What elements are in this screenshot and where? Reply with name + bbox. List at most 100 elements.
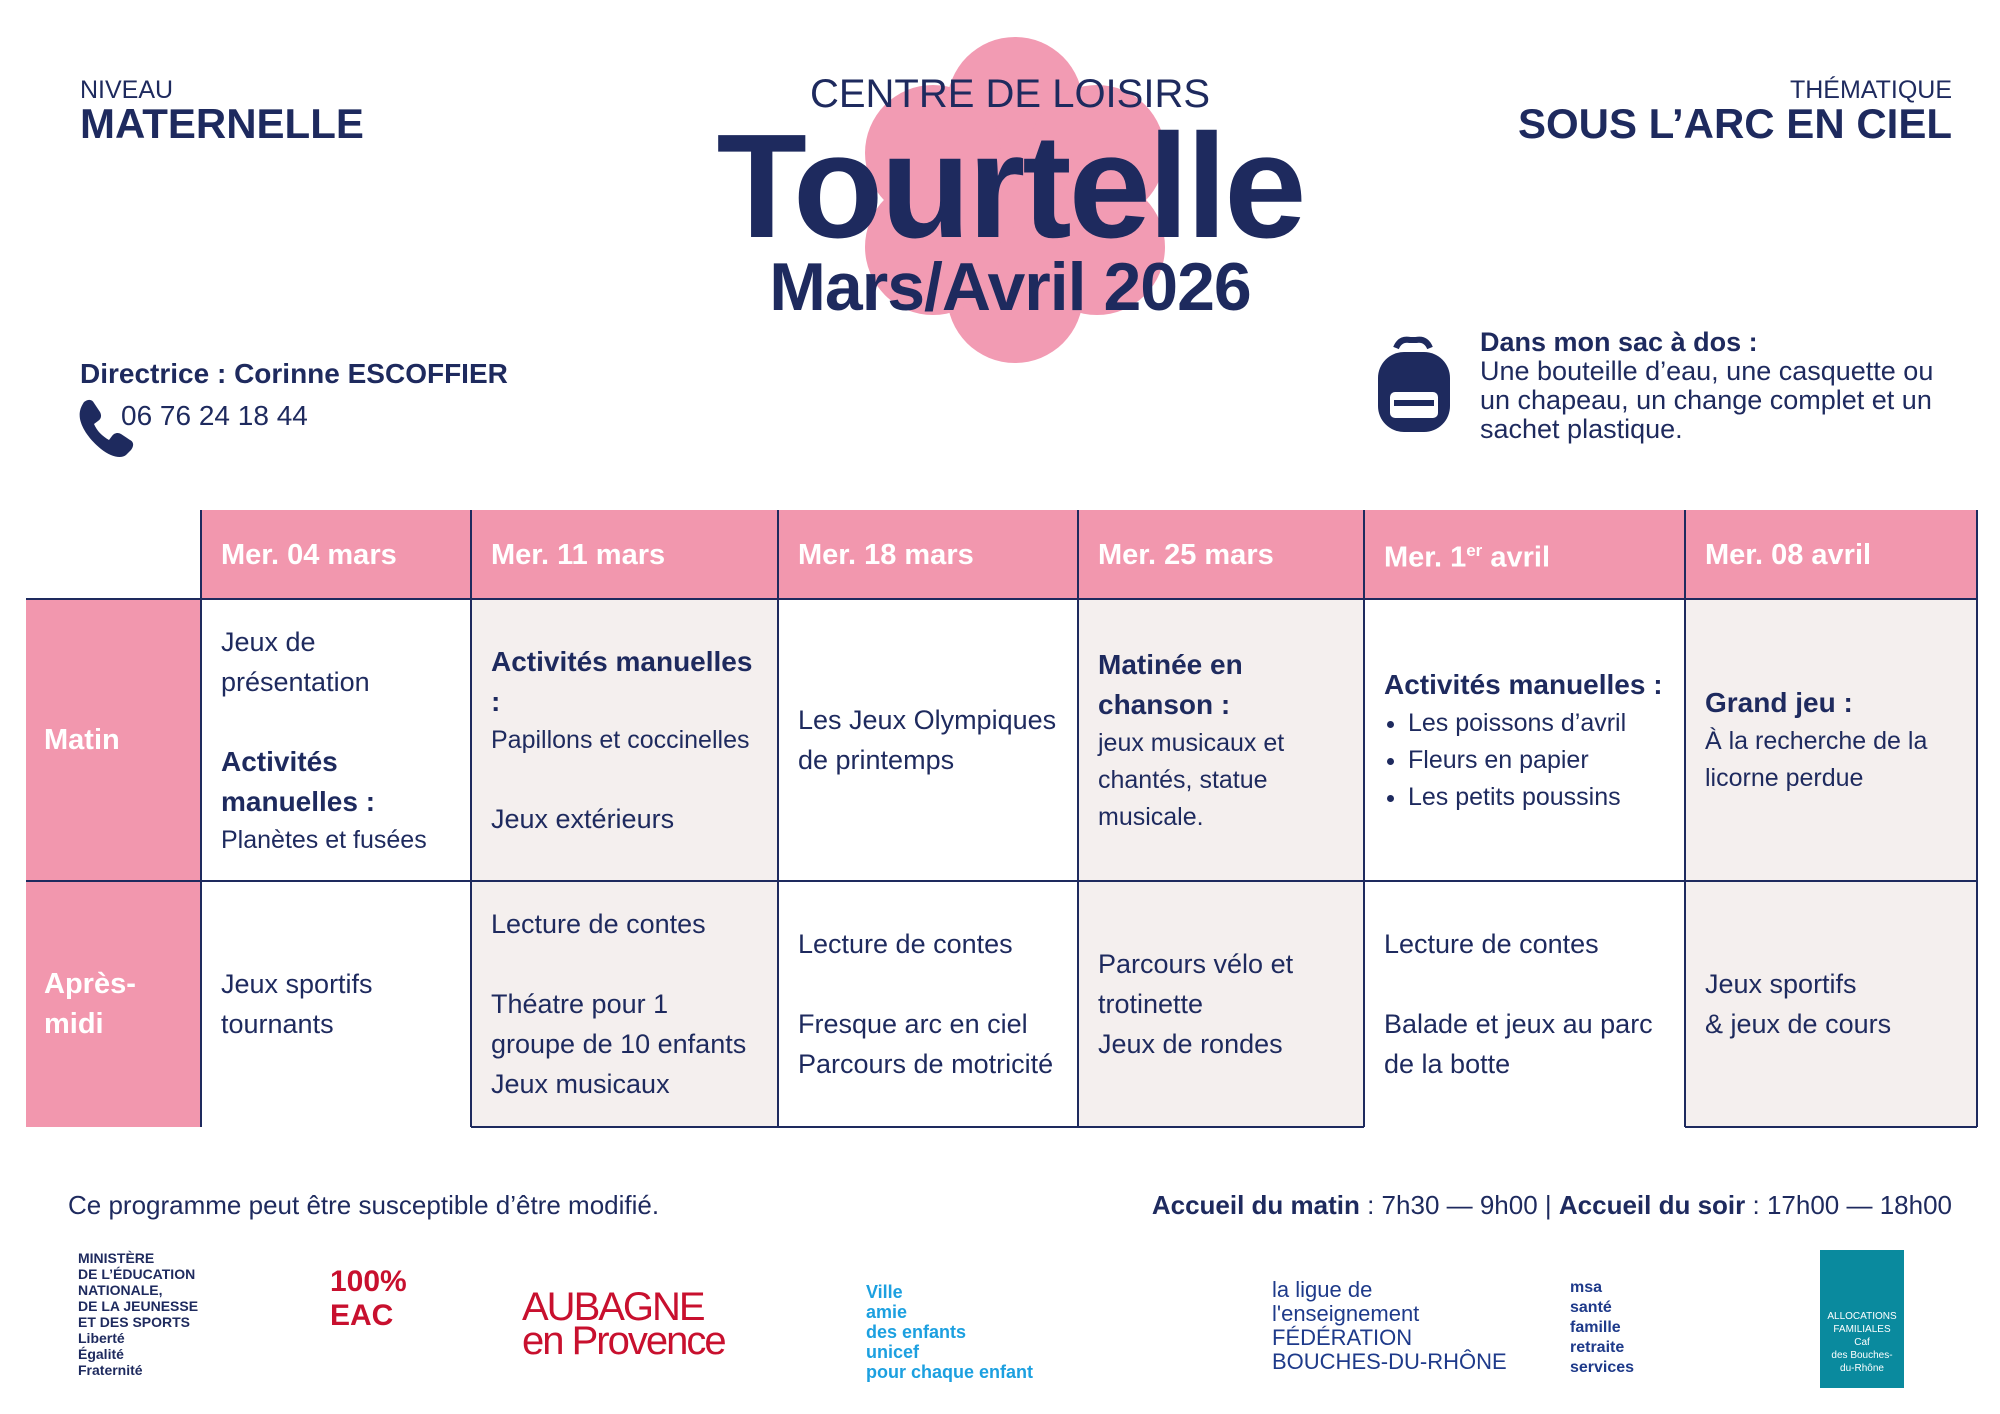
cell-line: & jeux de cours bbox=[1705, 1009, 1892, 1039]
logo: msa santé famille retraite services bbox=[1570, 1278, 1634, 1378]
bullet-item: Les petits poussins bbox=[1408, 779, 1665, 816]
cell-line: Lecture de contes bbox=[491, 909, 706, 939]
cell-line: Activités manuelles : bbox=[221, 745, 376, 817]
logo-text: 100% bbox=[330, 1265, 407, 1298]
date: avril bbox=[1482, 541, 1551, 574]
logo-text: santé bbox=[1570, 1299, 1612, 1316]
row-label-text: Après-midi bbox=[44, 968, 136, 1040]
cell-block: Papillons et coccinelles bbox=[491, 722, 758, 759]
cell-block: Planètes et fusées bbox=[221, 822, 451, 859]
phone: 06 76 24 18 44 bbox=[121, 400, 308, 431]
cell-line: Grand jeu : bbox=[1705, 687, 1853, 718]
column-header: Mer. 08 avril bbox=[1685, 510, 1977, 599]
logo-text: pour chaque enfant bbox=[866, 1362, 1034, 1382]
cell-line: Papillons et coccinelles bbox=[491, 725, 750, 754]
theme-label: THÉMATIQUE bbox=[1789, 76, 1952, 104]
title: Tourtelle bbox=[716, 104, 1307, 269]
row-label: Après-midi bbox=[26, 881, 201, 1127]
column-header: Mer. 25 mars bbox=[1078, 510, 1364, 599]
subtitle: CENTRE DE LOISIRS bbox=[809, 72, 1211, 116]
column-header-text: Mer. 18 mars bbox=[798, 535, 1058, 575]
cell-line: Jeux extérieurs bbox=[491, 803, 675, 834]
cell-block: Activités manuelles : bbox=[1384, 665, 1665, 705]
table-cell: Matinée en chanson : jeux musicaux et cha… bbox=[1078, 599, 1364, 881]
cell-line: Parcours de motricité bbox=[798, 1049, 1054, 1079]
logo-text: NATIONALE, bbox=[78, 1282, 163, 1298]
cell-line: Jeux sportifs bbox=[1705, 969, 1857, 999]
table-cell: Activités manuelles : Les poissons d’avri… bbox=[1364, 599, 1685, 881]
table-cell: Parcours vélo et trotinette Jeux de ronde… bbox=[1078, 881, 1364, 1127]
logo-text: ET DES SPORTS bbox=[78, 1314, 191, 1330]
column-header-text: Mer. 11 mars bbox=[491, 535, 758, 575]
cell-block: Jeux sportifs tournants bbox=[221, 964, 451, 1044]
logo-text: unicef bbox=[866, 1342, 920, 1362]
bag-text: Une bouteille d’eau, une casquette ou un… bbox=[1480, 356, 1934, 444]
note: Ce programme peut être susceptible d’êtr… bbox=[68, 1190, 660, 1220]
date-suffix: er bbox=[1466, 541, 1483, 561]
logo: ALLOCATIONS FAMILIALES Caf des Bouches-du-R… bbox=[1820, 1250, 1904, 1388]
table-cell: Lecture de contes Balade et jeux au parc … bbox=[1364, 881, 1685, 1127]
cell-line: Activités manuelles : bbox=[1384, 668, 1663, 700]
column-header-text: Mer. 1er avril bbox=[1384, 531, 1665, 578]
bullet-item: Fleurs en papier bbox=[1408, 742, 1665, 779]
cell-block: Fresque arc en ciel Parcours de motricité bbox=[798, 1004, 1058, 1084]
cell-line: Parcours vélo et trotinette bbox=[1098, 949, 1294, 1019]
logo-text: ALLOCATIONS bbox=[1827, 1311, 1897, 1322]
table-cell: Jeux sportifs tournants bbox=[201, 881, 471, 1127]
logo: la ligue de l'enseignement FÉDÉRATION BOUCH… bbox=[1272, 1278, 1507, 1374]
date: Mer. 18 mars bbox=[798, 538, 974, 571]
logo-text: msa bbox=[1570, 1279, 1603, 1296]
logo-text: BOUCHES-DU-RHÔNE bbox=[1272, 1349, 1507, 1374]
cell-line: Lecture de contes bbox=[1384, 929, 1599, 959]
logo: MINISTÈRE DE L’ÉDUCATION NATIONALE, DE LA J… bbox=[78, 1250, 198, 1378]
date: Mer. 04 mars bbox=[221, 538, 397, 571]
row-label-text: Matin bbox=[44, 724, 120, 756]
cell-block: Matinée en chanson : bbox=[1098, 645, 1344, 725]
logo-text: MINISTÈRE bbox=[78, 1250, 155, 1266]
cell-line: À la recherche de la licorne perdue bbox=[1705, 727, 1928, 792]
logo-text: FAMILIALES bbox=[1833, 1324, 1891, 1335]
cell-block: Jeux extérieurs bbox=[491, 799, 758, 839]
cell-line: Jeux musicaux bbox=[491, 1069, 670, 1099]
table-cell: Lecture de contes Théatre pour 1 groupe d… bbox=[471, 881, 778, 1127]
cell-block: Lecture de contes bbox=[491, 904, 758, 944]
logo-text: EAC bbox=[330, 1299, 394, 1332]
cell-line: Fresque arc en ciel bbox=[798, 1009, 1028, 1039]
table-cell: Jeux de présentation Activités manuelles … bbox=[201, 599, 471, 881]
column-header: Mer. 11 mars bbox=[471, 510, 778, 599]
cell-line: Planètes et fusées bbox=[221, 825, 427, 854]
logo: AUBAGNE en Provence bbox=[522, 1287, 727, 1363]
logo-text: amie bbox=[866, 1302, 908, 1322]
logo-text: en Provence bbox=[522, 1319, 727, 1363]
logo-text: DE L’ÉDUCATION bbox=[78, 1266, 196, 1282]
logo-text: Égalité bbox=[78, 1346, 124, 1362]
logo-text: du-Rhône bbox=[1840, 1363, 1884, 1374]
table-cell: Lecture de contes Fresque arc en ciel Parc… bbox=[778, 881, 1078, 1127]
cell-block: Jeux sportifs & jeux de cours bbox=[1705, 964, 1957, 1044]
logo-text: FÉDÉRATION bbox=[1272, 1325, 1413, 1350]
logo-text: la ligue de bbox=[1272, 1277, 1373, 1302]
row-label: Matin bbox=[26, 599, 201, 881]
logo-text: famille bbox=[1570, 1319, 1621, 1336]
logo-text: l'enseignement bbox=[1272, 1301, 1420, 1326]
logo-text: DE LA JEUNESSE bbox=[78, 1298, 199, 1314]
column-header: Mer. 18 mars bbox=[778, 510, 1078, 599]
backpack-icon bbox=[1378, 336, 1450, 432]
cell-block: Balade et jeux au parc de la botte bbox=[1384, 1004, 1665, 1084]
logo: 100% EAC bbox=[330, 1265, 407, 1333]
bag-title: Dans mon sac à dos : bbox=[1480, 327, 1758, 357]
cell-line: Jeux sportifs tournants bbox=[221, 969, 373, 1039]
column-header: Mer. 1er avril bbox=[1364, 510, 1685, 599]
logo-text: des Bouches- bbox=[1831, 1350, 1893, 1361]
logo-text: des enfants bbox=[866, 1322, 967, 1342]
cell-line: Les Jeux Olympiques de printemps bbox=[798, 705, 1057, 775]
cell-line: jeux musicaux et chantés, statue musical… bbox=[1098, 728, 1285, 831]
cell-line: Matinée en chanson : bbox=[1098, 648, 1243, 720]
table-cell: Jeux sportifs & jeux de cours bbox=[1685, 881, 1977, 1127]
cell-line: Théatre pour 1 groupe de 10 enfants bbox=[491, 989, 747, 1059]
director: Directrice : Corinne ESCOFFIER bbox=[80, 358, 508, 389]
column-header-text: Mer. 04 mars bbox=[221, 535, 451, 575]
logo-text: Ville bbox=[866, 1282, 903, 1302]
